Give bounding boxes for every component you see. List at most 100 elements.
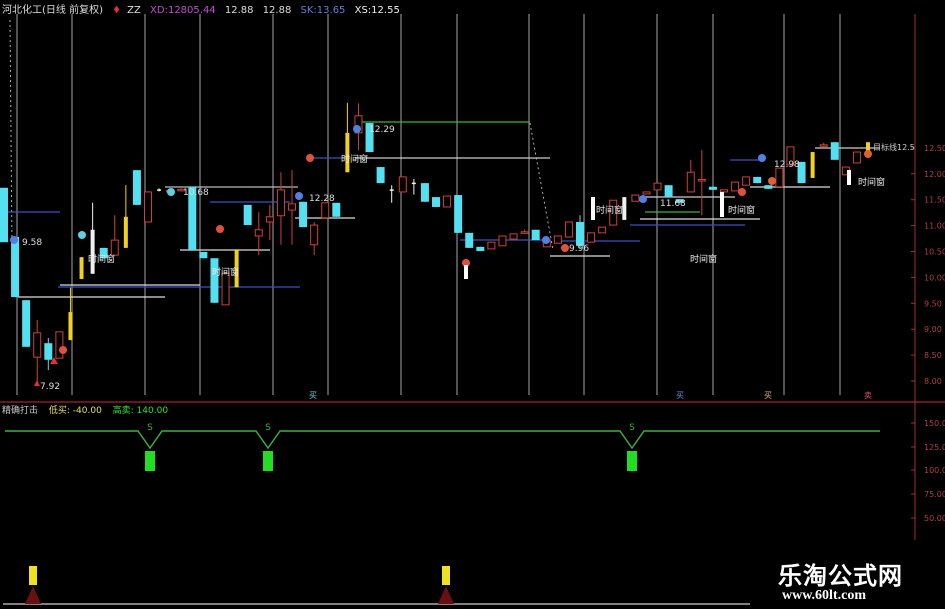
price-axis-label: 11.00: [924, 222, 945, 231]
price-axis-label: 12.00: [924, 170, 945, 179]
indicator-axis-label: 100.0: [924, 466, 945, 475]
price-label: 12.28: [309, 194, 335, 204]
candle-body: [22, 300, 31, 347]
candle-body: [411, 182, 416, 185]
candle-body: [810, 152, 815, 178]
candle-body: [708, 186, 717, 190]
price-label: 12.29: [369, 125, 395, 135]
time-window-label: 时间窗: [212, 266, 239, 278]
candle-body: [157, 189, 162, 191]
candle-body: [110, 239, 119, 256]
trade-marker: 买: [764, 391, 772, 400]
triangle-marker-icon: [25, 586, 41, 604]
candle-body: [99, 247, 108, 259]
candle-body: [132, 170, 141, 205]
time-window-label: 时间窗: [858, 176, 885, 188]
candle-body: [786, 146, 795, 166]
candle-body: [188, 186, 197, 250]
indicator-axis-label: 50.00: [924, 514, 945, 523]
candle-body: [443, 195, 452, 208]
up-arrow-icon: [50, 357, 58, 364]
time-window-label: 时间窗: [690, 253, 717, 265]
indicator-axis-label: 150.0: [924, 419, 945, 428]
indicator-panel-name: 精确打击: [2, 406, 39, 416]
high-sell-value: 高卖: 140.00: [112, 406, 169, 416]
candle-body: [420, 183, 429, 202]
candle-body: [675, 199, 684, 203]
price-label: 7.92: [40, 382, 60, 392]
candle-body: [553, 235, 562, 244]
candle-body: [0, 187, 8, 243]
time-window-label: 时间窗: [728, 204, 755, 216]
candle-body: [432, 197, 440, 207]
candle-body: [686, 171, 695, 193]
candle-body: [609, 199, 618, 226]
candle-body: [365, 123, 374, 153]
sell-signal-bar: [627, 451, 637, 471]
candle-body: [697, 178, 706, 182]
candle-body: [852, 151, 861, 164]
candle-body: [299, 201, 308, 228]
indicator-header: 精确打击 低买: -40.00 高卖: 140.00: [2, 403, 176, 416]
candle-body: [345, 132, 350, 173]
signal-ball-icon: [306, 154, 314, 162]
time-window-bar: [591, 197, 595, 220]
candle-body: [476, 246, 485, 251]
signal-ball-icon: [864, 150, 872, 158]
price-axis-label: 9.00: [924, 325, 942, 334]
trade-marker: 买: [309, 391, 317, 400]
candle-body: [79, 257, 84, 279]
candle-body: [310, 224, 319, 246]
signal-ball-icon: [639, 195, 647, 203]
indicator-signal-line: [5, 430, 880, 450]
value-1: 12.88: [224, 5, 254, 16]
candle-body: [210, 258, 219, 303]
candle-body: [819, 144, 828, 147]
xd-value: XD:12805.44: [150, 5, 216, 16]
price-axis-label: 10.00: [924, 273, 945, 282]
time-window-label: 时间窗: [88, 253, 115, 265]
price-label: 9.96: [569, 244, 589, 254]
signal-ball-icon: [216, 225, 224, 233]
candle-body: [742, 176, 751, 186]
candle-body: [321, 202, 330, 219]
price-axis-label: 9.50: [924, 299, 942, 308]
candle-body: [830, 142, 839, 160]
target-line-label: 目标线12.5: [873, 142, 915, 152]
candle-body: [866, 142, 870, 156]
candle-body: [221, 272, 230, 306]
candle-body: [354, 115, 363, 134]
triangle-marker-icon: [438, 586, 454, 604]
candle-body: [764, 185, 773, 189]
candle-body: [631, 194, 640, 202]
price-axis-label: 8.00: [924, 377, 942, 386]
time-window-label: 时间窗: [341, 153, 368, 165]
candle-body: [332, 202, 341, 217]
candle-body: [177, 188, 186, 192]
value-2: 12.88: [262, 5, 292, 16]
watermark-url: www.60lt.com: [782, 588, 866, 603]
watermark-title: 乐淘公式网: [778, 562, 903, 590]
sell-signal-label: S: [265, 423, 271, 433]
stock-name: 河北化工(日线 前复权): [2, 5, 103, 16]
signal-ball-icon: [768, 177, 776, 185]
signal-ball-icon: [561, 244, 569, 252]
candle-body: [254, 229, 263, 237]
candle-body: [55, 331, 64, 359]
candle-body: [243, 204, 252, 226]
trade-marker: 买: [676, 391, 684, 400]
candle-body: [234, 249, 239, 288]
dotted-line: [9, 19, 13, 251]
candle-body: [520, 231, 529, 234]
signal-ball-icon: [78, 231, 86, 239]
signal-ball-icon: [167, 188, 175, 196]
candle-body: [68, 312, 73, 341]
signal-ball-icon: [758, 154, 766, 162]
price-label: 9.58: [22, 238, 42, 248]
dotted-line: [529, 122, 554, 251]
candle-body: [199, 252, 208, 259]
xs-value: XS:12.55: [354, 5, 400, 16]
time-window-bar: [720, 192, 724, 217]
